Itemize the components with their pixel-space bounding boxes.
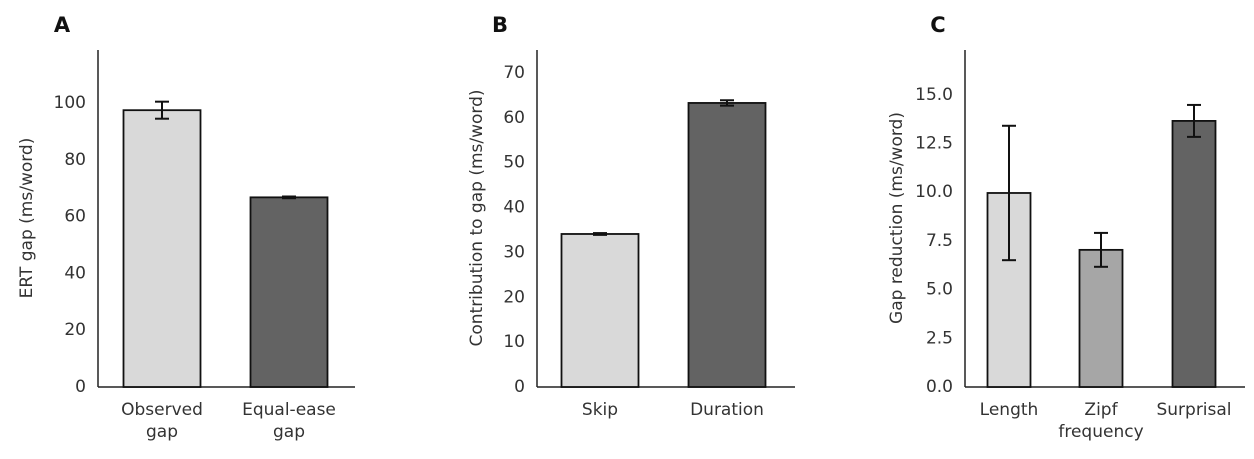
bar	[560, 233, 640, 388]
y-tick-label: 40	[503, 198, 525, 218]
error-bar	[1002, 124, 1016, 262]
y-tick-label: 30	[503, 242, 525, 262]
x-tick-label-line: gap	[146, 422, 178, 442]
y-tick-label: 10	[503, 332, 525, 352]
y-tick-label: 40	[64, 263, 86, 283]
y-tick-label: 12.5	[915, 134, 953, 154]
y-tick-label: 100	[54, 93, 86, 113]
x-tick-label: Equal-ease gap	[242, 400, 336, 442]
panel-label: B	[492, 13, 508, 37]
bar	[687, 102, 767, 388]
x-tick-label: Length	[980, 400, 1039, 420]
y-tick-label: 2.5	[926, 328, 953, 348]
y-axis-label: Gap reduction (ms/word)	[887, 112, 907, 324]
y-tick-label: 20	[503, 287, 525, 307]
x-tick-label-line: gap	[273, 422, 305, 442]
y-tick-label: 60	[64, 207, 86, 227]
y-tick-label: 80	[64, 150, 86, 170]
x-tick-label-line: Equal-ease	[242, 400, 336, 420]
panel-label: C	[930, 13, 945, 37]
error-bar	[1187, 103, 1201, 138]
x-tick-label-line: Zipf	[1084, 400, 1118, 420]
y-axis-label: Contribution to gap (ms/word)	[467, 89, 487, 346]
bar	[249, 196, 329, 388]
x-tick-label: Skip	[582, 400, 618, 420]
x-tick-label: Duration	[690, 400, 764, 420]
x-tick-label: Surprisal	[1156, 400, 1231, 420]
y-tick-label: 50	[503, 153, 525, 173]
error-bar	[1094, 231, 1108, 268]
bar	[1171, 120, 1217, 388]
y-axis-label: ERT gap (ms/word)	[17, 138, 37, 299]
y-tick-label: 15.0	[915, 85, 953, 105]
x-tick-label-line: frequency	[1058, 422, 1143, 442]
x-tick-label: Observed gap	[121, 400, 203, 442]
error-bar	[720, 99, 734, 107]
y-tick-label: 60	[503, 108, 525, 128]
bar	[122, 109, 202, 388]
y-tick-label: 0.0	[926, 377, 953, 397]
y-tick-label: 5.0	[926, 280, 953, 300]
y-tick-label: 20	[64, 320, 86, 340]
y-tick-label: 10.0	[915, 182, 953, 202]
y-tick-label: 0	[75, 377, 86, 397]
y-tick-label: 7.5	[926, 231, 953, 251]
x-tick-label: Zipf frequency	[1058, 400, 1143, 442]
y-tick-label: 70	[503, 63, 525, 83]
error-bar	[155, 100, 169, 120]
error-bar	[282, 195, 296, 200]
error-bar	[593, 232, 607, 236]
panel-label: A	[54, 13, 71, 37]
y-tick-label: 0	[514, 377, 525, 397]
bar	[1078, 248, 1124, 388]
x-tick-label-line: Observed	[121, 400, 203, 420]
